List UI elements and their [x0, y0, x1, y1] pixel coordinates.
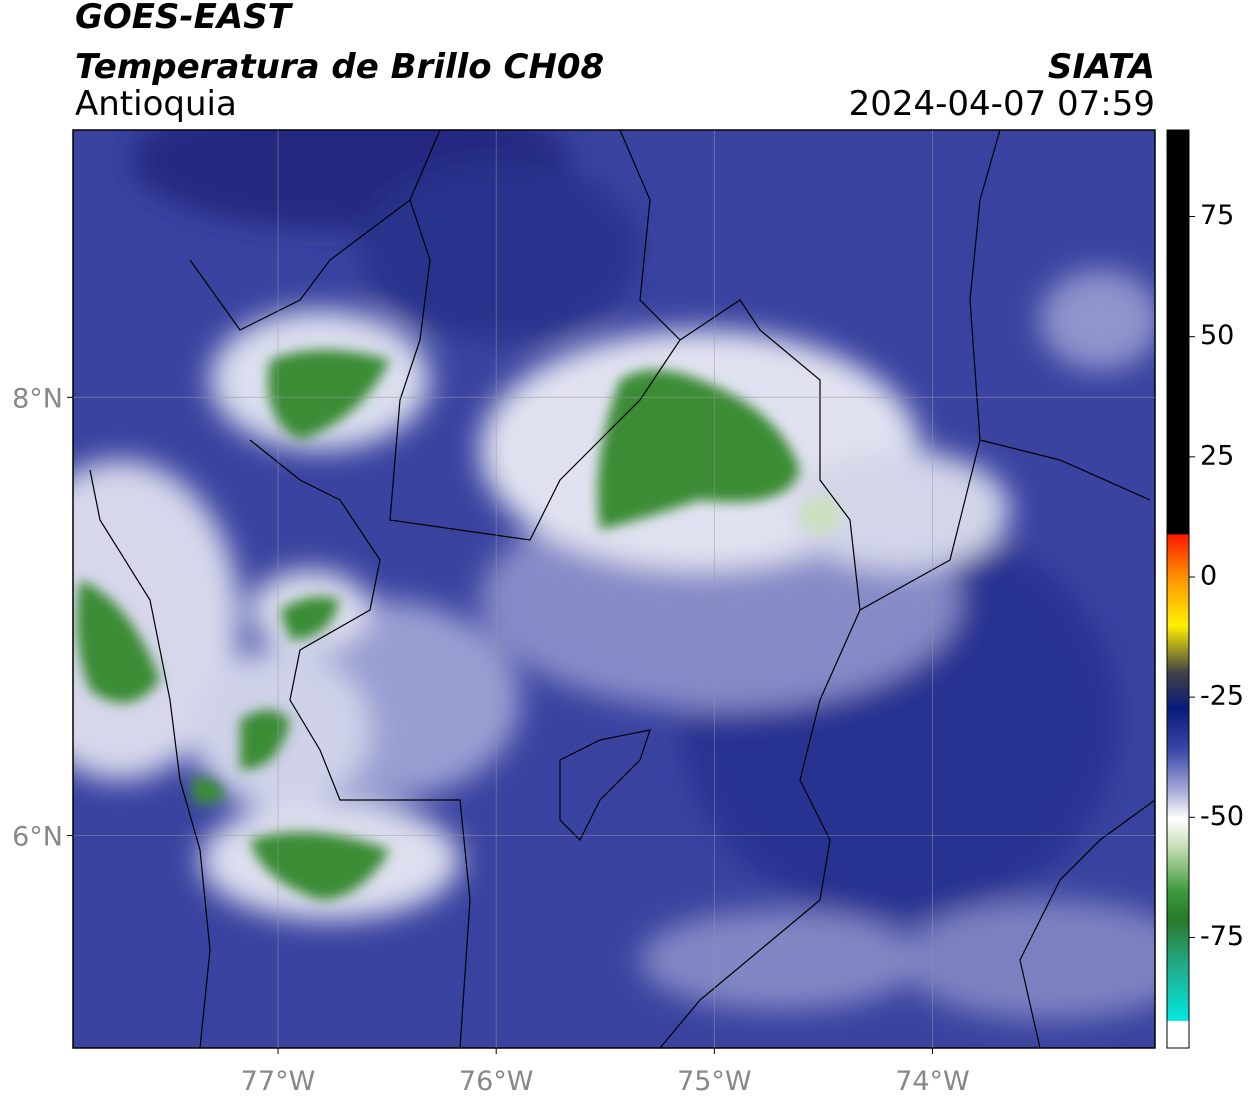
colorbar-tick-label: 75: [1200, 200, 1234, 231]
organization: SIATA: [1048, 47, 1155, 87]
x-tick-label: 76°W: [459, 1066, 534, 1097]
y-tick-label: 6°N: [12, 821, 63, 852]
colorbar-ticks: -75 -50 -25 0 25 50 75: [1189, 200, 1244, 952]
product: Temperatura de Brillo CH08: [75, 47, 604, 87]
graticule: 77°W 76°W 75°W 74°W 6°N 8°N: [12, 130, 1155, 1097]
colorbar-tick-label: -25: [1200, 681, 1244, 712]
region: Antioquia: [75, 84, 237, 124]
x-tick-label: 75°W: [677, 1066, 752, 1097]
satellite: GOES-EAST: [75, 0, 294, 37]
satellite-image: [73, 130, 1155, 1048]
map-frame: [72, 129, 1156, 1049]
x-tick-label: 74°W: [895, 1066, 970, 1097]
x-tick-label: 77°W: [241, 1066, 316, 1097]
colorbar-tick-label: 50: [1200, 320, 1234, 351]
colorbar-tick-label: -75: [1200, 921, 1244, 952]
colorbar-tick-label: 0: [1200, 560, 1217, 591]
colorbar-tick-label: 25: [1200, 440, 1234, 471]
colorbar-tick-label: -50: [1200, 801, 1244, 832]
y-tick-label: 8°N: [12, 383, 63, 414]
datetime: 2024-04-07 07:59: [849, 84, 1155, 124]
colorbar: [1166, 129, 1190, 1049]
